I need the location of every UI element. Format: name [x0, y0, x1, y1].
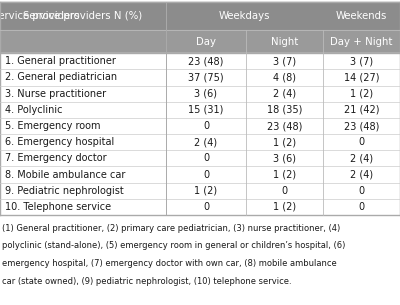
Text: Weekends: Weekends [336, 11, 387, 21]
Text: 3 (6): 3 (6) [194, 89, 218, 99]
Text: 14 (27): 14 (27) [344, 73, 379, 82]
Text: 4 (8): 4 (8) [273, 73, 296, 82]
Text: 3 (7): 3 (7) [350, 56, 373, 66]
Text: emergency hospital, (7) emergency doctor with own car, (8) mobile ambulance: emergency hospital, (7) emergency doctor… [2, 259, 337, 268]
Text: Night: Night [271, 37, 298, 47]
Text: 1 (2): 1 (2) [350, 89, 373, 99]
Bar [0, 150, 400, 167]
Text: Service providers: Service providers [0, 11, 83, 21]
Text: 0: 0 [358, 202, 365, 212]
Text: 0: 0 [203, 121, 209, 131]
Bar [0, 134, 400, 150]
Text: 3. Nurse practitioner: 3. Nurse practitioner [5, 89, 106, 99]
Text: 3 (7): 3 (7) [273, 56, 296, 66]
Bar [0, 102, 400, 118]
Text: 21 (42): 21 (42) [344, 105, 379, 115]
Text: polyclinic (stand-alone), (5) emergency room in general or children’s hospital, : polyclinic (stand-alone), (5) emergency … [2, 241, 345, 250]
Text: 0: 0 [203, 202, 209, 212]
Text: 18 (35): 18 (35) [267, 105, 302, 115]
Text: 2. General pediatrician: 2. General pediatrician [5, 73, 117, 82]
Text: 2 (4): 2 (4) [350, 153, 373, 163]
Text: 0: 0 [358, 137, 365, 147]
Text: car (state owned), (9) pediatric nephrologist, (10) telephone service.: car (state owned), (9) pediatric nephrol… [2, 277, 292, 286]
Text: (1) General practitioner, (2) primary care pediatrician, (3) nurse practitioner,: (1) General practitioner, (2) primary ca… [2, 224, 340, 233]
Text: 2 (4): 2 (4) [273, 89, 296, 99]
Text: Service providers N (%): Service providers N (%) [23, 11, 143, 21]
Bar [0, 86, 400, 102]
Text: 0: 0 [203, 170, 209, 180]
Text: 1 (2): 1 (2) [273, 137, 296, 147]
Text: 7. Emergency doctor: 7. Emergency doctor [5, 153, 106, 163]
Text: Day: Day [196, 37, 216, 47]
Text: 0: 0 [203, 153, 209, 163]
Text: 2 (4): 2 (4) [194, 137, 218, 147]
Text: Day + Night: Day + Night [330, 37, 393, 47]
Bar [0, 53, 400, 69]
Text: 15 (31): 15 (31) [188, 105, 224, 115]
Text: 1. General practitioner: 1. General practitioner [5, 56, 116, 66]
Text: 4. Polyclinic: 4. Polyclinic [5, 105, 62, 115]
Bar [0, 30, 400, 53]
Bar [0, 167, 400, 183]
Text: 0: 0 [358, 186, 365, 196]
Text: 1 (2): 1 (2) [273, 202, 296, 212]
Bar [0, 199, 400, 215]
Text: 0: 0 [282, 186, 288, 196]
Bar [0, 183, 400, 199]
Text: 2 (4): 2 (4) [350, 170, 373, 180]
Text: Weekdays: Weekdays [219, 11, 270, 21]
Text: 23 (48): 23 (48) [267, 121, 302, 131]
Text: 6. Emergency hospital: 6. Emergency hospital [5, 137, 114, 147]
Bar [0, 118, 400, 134]
Text: 1 (2): 1 (2) [194, 186, 218, 196]
Text: 1 (2): 1 (2) [273, 170, 296, 180]
Bar [0, 2, 400, 30]
Text: 23 (48): 23 (48) [188, 56, 224, 66]
Text: 23 (48): 23 (48) [344, 121, 379, 131]
Text: 10. Telephone service: 10. Telephone service [5, 202, 111, 212]
Text: 5. Emergency room: 5. Emergency room [5, 121, 100, 131]
Text: 8. Mobile ambulance car: 8. Mobile ambulance car [5, 170, 125, 180]
Text: 9. Pediatric nephrologist: 9. Pediatric nephrologist [5, 186, 124, 196]
Bar [0, 69, 400, 86]
Text: 37 (75): 37 (75) [188, 73, 224, 82]
Text: 3 (6): 3 (6) [273, 153, 296, 163]
